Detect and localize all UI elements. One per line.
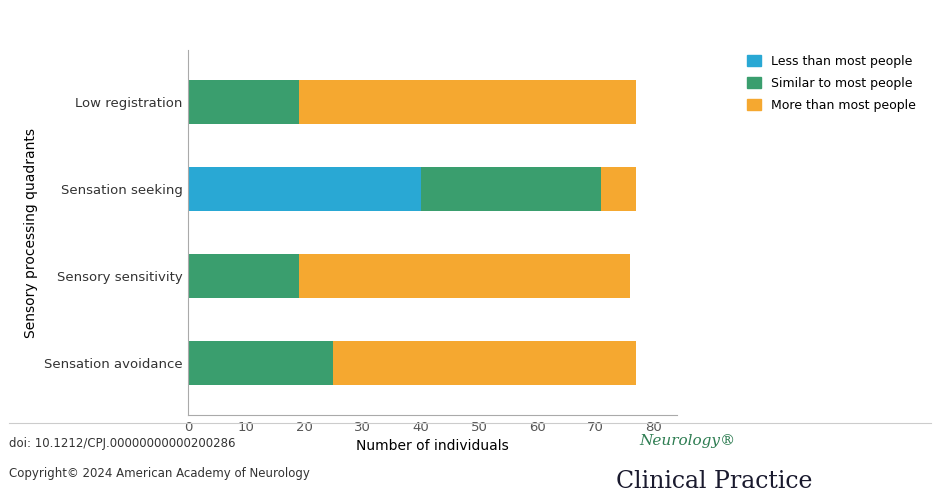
Bar [299, 254, 630, 298]
Bar [188, 254, 299, 298]
Bar [334, 341, 636, 384]
Bar [188, 341, 334, 384]
Bar [602, 168, 636, 211]
Text: Copyright© 2024 American Academy of Neurology: Copyright© 2024 American Academy of Neur… [9, 468, 310, 480]
Bar [188, 80, 299, 124]
Text: Neurology®: Neurology® [639, 434, 735, 448]
X-axis label: Number of individuals: Number of individuals [356, 439, 509, 453]
Text: doi: 10.1212/CPJ.00000000000200286: doi: 10.1212/CPJ.00000000000200286 [9, 438, 236, 450]
Y-axis label: Sensory processing quadrants: Sensory processing quadrants [24, 128, 39, 338]
Text: Clinical Practice: Clinical Practice [616, 470, 812, 492]
Legend: Less than most people, Similar to most people, More than most people: Less than most people, Similar to most p… [744, 52, 919, 116]
Bar [188, 168, 421, 211]
Bar [299, 80, 636, 124]
Bar [421, 168, 602, 211]
